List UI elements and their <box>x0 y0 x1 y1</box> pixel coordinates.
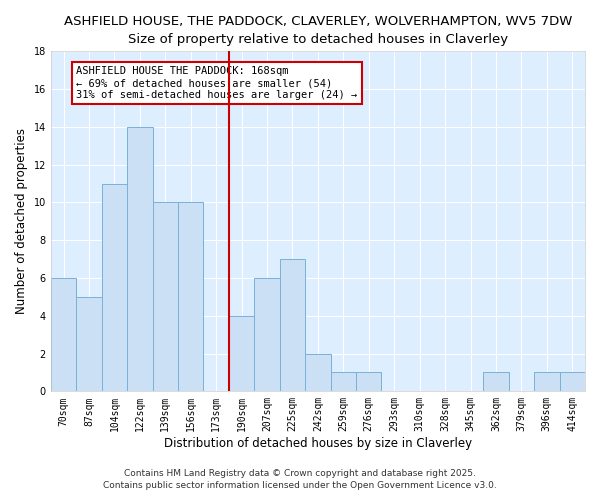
Bar <box>254 278 280 392</box>
Bar <box>280 259 305 392</box>
Text: Contains HM Land Registry data © Crown copyright and database right 2025.
Contai: Contains HM Land Registry data © Crown c… <box>103 469 497 490</box>
Bar <box>534 372 560 392</box>
Bar <box>560 372 585 392</box>
Bar <box>483 372 509 392</box>
Bar <box>178 202 203 392</box>
Bar <box>127 127 152 392</box>
Text: ASHFIELD HOUSE THE PADDOCK: 168sqm
← 69% of detached houses are smaller (54)
31%: ASHFIELD HOUSE THE PADDOCK: 168sqm ← 69%… <box>76 66 358 100</box>
Bar <box>101 184 127 392</box>
Title: ASHFIELD HOUSE, THE PADDOCK, CLAVERLEY, WOLVERHAMPTON, WV5 7DW
Size of property : ASHFIELD HOUSE, THE PADDOCK, CLAVERLEY, … <box>64 15 572 46</box>
Bar <box>51 278 76 392</box>
X-axis label: Distribution of detached houses by size in Claverley: Distribution of detached houses by size … <box>164 437 472 450</box>
Bar <box>356 372 382 392</box>
Bar <box>229 316 254 392</box>
Bar <box>152 202 178 392</box>
Bar <box>305 354 331 392</box>
Bar <box>76 297 101 392</box>
Y-axis label: Number of detached properties: Number of detached properties <box>15 128 28 314</box>
Bar <box>331 372 356 392</box>
